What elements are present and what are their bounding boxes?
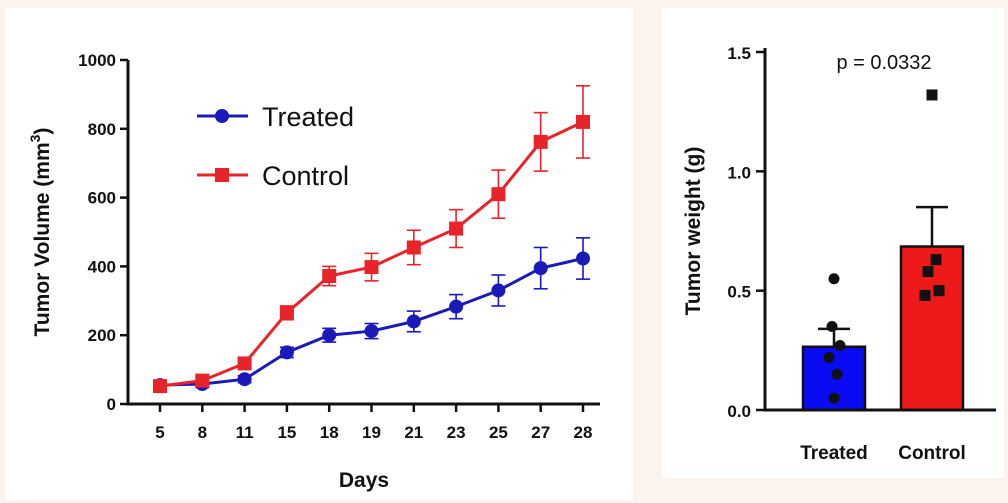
x-tick-label: 23 — [447, 423, 466, 442]
data-point-control — [322, 269, 337, 284]
data-point-treated — [322, 328, 337, 343]
x-tick-label: 8 — [198, 423, 207, 442]
tumor-weight-bar-chart: 0.0 0.5 1.0 1.5 Treated Control p = 0.0332 T… — [682, 44, 996, 464]
y-axis-title-main: Tumor Volume (mm — [31, 142, 54, 336]
line-axes — [126, 60, 600, 406]
bar-y-tick-label: 1.0 — [727, 163, 751, 182]
legend-label-treated: Treated — [262, 102, 354, 132]
bar-axes — [763, 48, 996, 412]
y-tick-label: 800 — [88, 120, 116, 139]
sample-point-control — [930, 254, 942, 266]
data-point-control — [491, 187, 506, 202]
y-tick-label: 600 — [88, 189, 116, 208]
p-value-annotation: p = 0.0332 — [836, 52, 931, 74]
data-point-control — [533, 134, 548, 149]
bar-category-label: Control — [898, 443, 966, 464]
data-point-control — [195, 373, 210, 388]
data-point-treated — [279, 345, 294, 360]
sample-point-treated — [828, 392, 840, 404]
line-legend: Treated Control — [197, 102, 354, 191]
sample-point-control — [933, 285, 945, 297]
data-point-control — [279, 305, 294, 320]
bar-individual-points — [823, 89, 945, 404]
data-point-treated — [491, 283, 506, 298]
line-panel-background — [5, 8, 633, 500]
line-series-group — [153, 85, 590, 394]
data-point-control — [449, 221, 464, 236]
x-tick-label: 21 — [404, 423, 423, 442]
data-point-treated — [364, 324, 379, 339]
data-point-control — [576, 114, 590, 129]
x-tick-label: 5 — [155, 423, 164, 442]
y-tick-label: 0 — [107, 395, 116, 414]
bar-y-tick-label: 0.5 — [727, 283, 751, 302]
sample-point-treated — [834, 340, 846, 352]
data-point-control — [364, 260, 379, 275]
series-control — [153, 85, 590, 394]
legend-label-control: Control — [262, 161, 349, 191]
legend-marker-control — [215, 168, 229, 182]
data-point-treated — [449, 299, 464, 314]
data-point-treated — [533, 261, 548, 276]
y-tick-label: 200 — [88, 326, 116, 345]
x-axis-title: Days — [339, 469, 389, 492]
y-axis-title: Tumor Volume (mm3) — [27, 128, 54, 337]
x-tick-label: 25 — [489, 423, 508, 442]
data-point-treated — [406, 314, 421, 329]
sample-point-treated — [831, 368, 843, 380]
bar-y-tick-label: 1.5 — [727, 44, 751, 63]
data-point-treated — [237, 372, 252, 387]
data-point-control — [153, 379, 167, 394]
bar-y-ticks: 0.0 0.5 1.0 1.5 — [727, 44, 765, 421]
data-point-treated — [576, 251, 590, 266]
x-tick-label: 28 — [574, 423, 593, 442]
bar-category-label: Treated — [800, 443, 868, 464]
data-point-control — [237, 356, 252, 371]
line-y-ticks: 0 200 400 600 800 1000 — [78, 51, 128, 414]
x-tick-label: 27 — [531, 423, 550, 442]
y-axis-title-end: ) — [31, 128, 54, 135]
sample-point-treated — [823, 351, 835, 363]
sample-point-treated — [828, 273, 840, 285]
sample-point-treated — [826, 320, 838, 332]
y-axis-title-superscript: 3 — [27, 134, 43, 142]
y-tick-label: 400 — [88, 257, 116, 276]
x-tick-label: 15 — [277, 423, 296, 442]
sample-point-control — [926, 89, 938, 101]
tumor-volume-line-chart: 0 200 400 600 800 1000 5 8 11 15 18 19 21 23 25 27 28 D… — [27, 51, 600, 492]
y-tick-label: 1000 — [78, 51, 116, 70]
data-point-control — [406, 240, 421, 255]
x-tick-label: 18 — [320, 423, 339, 442]
bar-y-tick-label: 0.0 — [727, 402, 751, 421]
line-x-ticks: 5 8 11 15 18 19 21 23 25 27 28 — [155, 404, 592, 442]
bar-y-axis-title: Tumor weight (g) — [682, 147, 705, 316]
bar-x-labels: Treated Control — [800, 443, 966, 464]
sample-point-control — [922, 266, 934, 278]
legend-marker-treated — [215, 109, 229, 123]
x-tick-label: 11 — [236, 423, 254, 442]
sample-point-control — [919, 289, 931, 301]
x-tick-label: 19 — [362, 423, 381, 442]
